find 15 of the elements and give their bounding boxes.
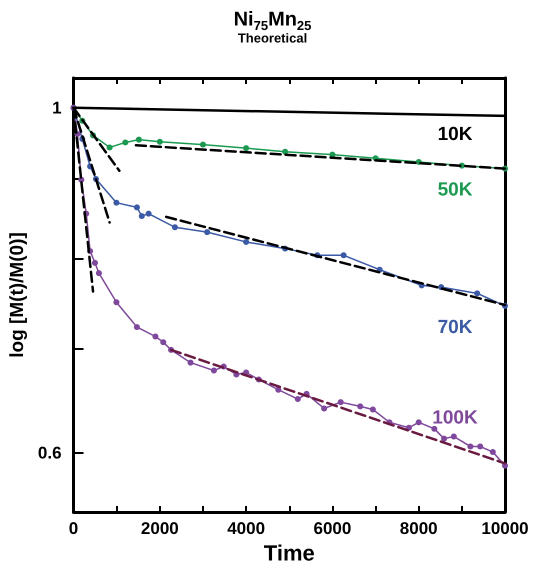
series-label: 70K [438, 316, 473, 338]
x-tick-label: 0 [68, 519, 78, 538]
chart-subtitle: Theoretical [238, 30, 308, 46]
x-axis-title: Time [264, 540, 315, 566]
series-label: 10K [438, 124, 473, 145]
x-tick-label: 10000 [481, 519, 529, 538]
y-tick-label: 1 [52, 98, 62, 118]
x-tick-label: 8000 [400, 519, 438, 538]
series-label: 50K [438, 180, 473, 201]
x-tick-label: 2000 [140, 519, 179, 538]
series-label: 100K [432, 408, 478, 429]
x-tick-label: 4000 [227, 519, 266, 538]
x-tick-label: 6000 [314, 519, 352, 538]
y-tick-label: 0.6 [38, 444, 62, 463]
y-axis-title: log [M(t)/M(0)] [7, 232, 28, 358]
